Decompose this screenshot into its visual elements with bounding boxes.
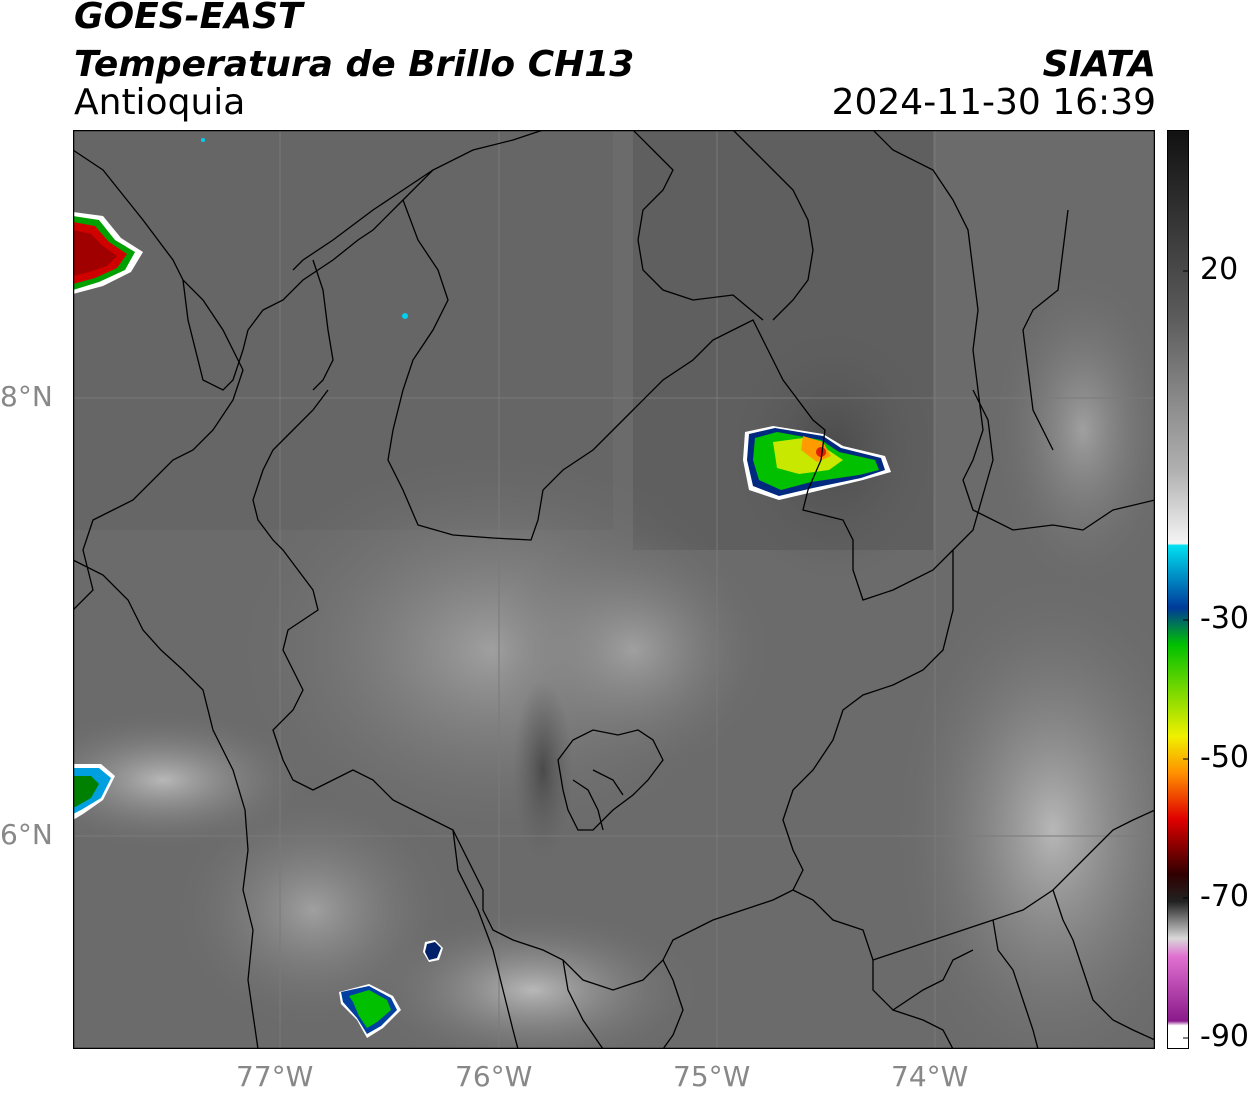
colorbar-label: 20	[1200, 252, 1239, 287]
storm-cell-central	[743, 426, 891, 500]
storm-cell-southwest	[339, 940, 443, 1038]
title-product: Temperatura de Brillo CH13	[74, 44, 635, 85]
lon-tick-label: 77°W	[236, 1060, 314, 1093]
title-region: Antioquia	[74, 82, 246, 123]
colorbar	[1167, 130, 1189, 1049]
boundary-lines	[73, 130, 1155, 1049]
title-agency: SIATA	[1042, 44, 1156, 85]
colorbar-label: -70	[1200, 879, 1249, 914]
satellite-map	[73, 130, 1155, 1049]
title-datetime: 2024-11-30 16:39	[831, 82, 1156, 123]
storm-cell-northwest	[73, 212, 143, 294]
storm-cell-west	[73, 764, 115, 820]
lon-tick-label: 75°W	[673, 1060, 751, 1093]
lon-tick-label: 74°W	[891, 1060, 969, 1093]
colorbar-label: -50	[1200, 740, 1249, 775]
title-satellite: GOES-EAST	[74, 0, 303, 37]
colorbar-label: -90	[1200, 1019, 1249, 1054]
lat-tick-label: 8°N	[0, 380, 53, 413]
colorbar-label: -30	[1200, 601, 1249, 636]
lon-tick-label: 76°W	[455, 1060, 533, 1093]
lat-tick-label: 6°N	[0, 818, 53, 851]
